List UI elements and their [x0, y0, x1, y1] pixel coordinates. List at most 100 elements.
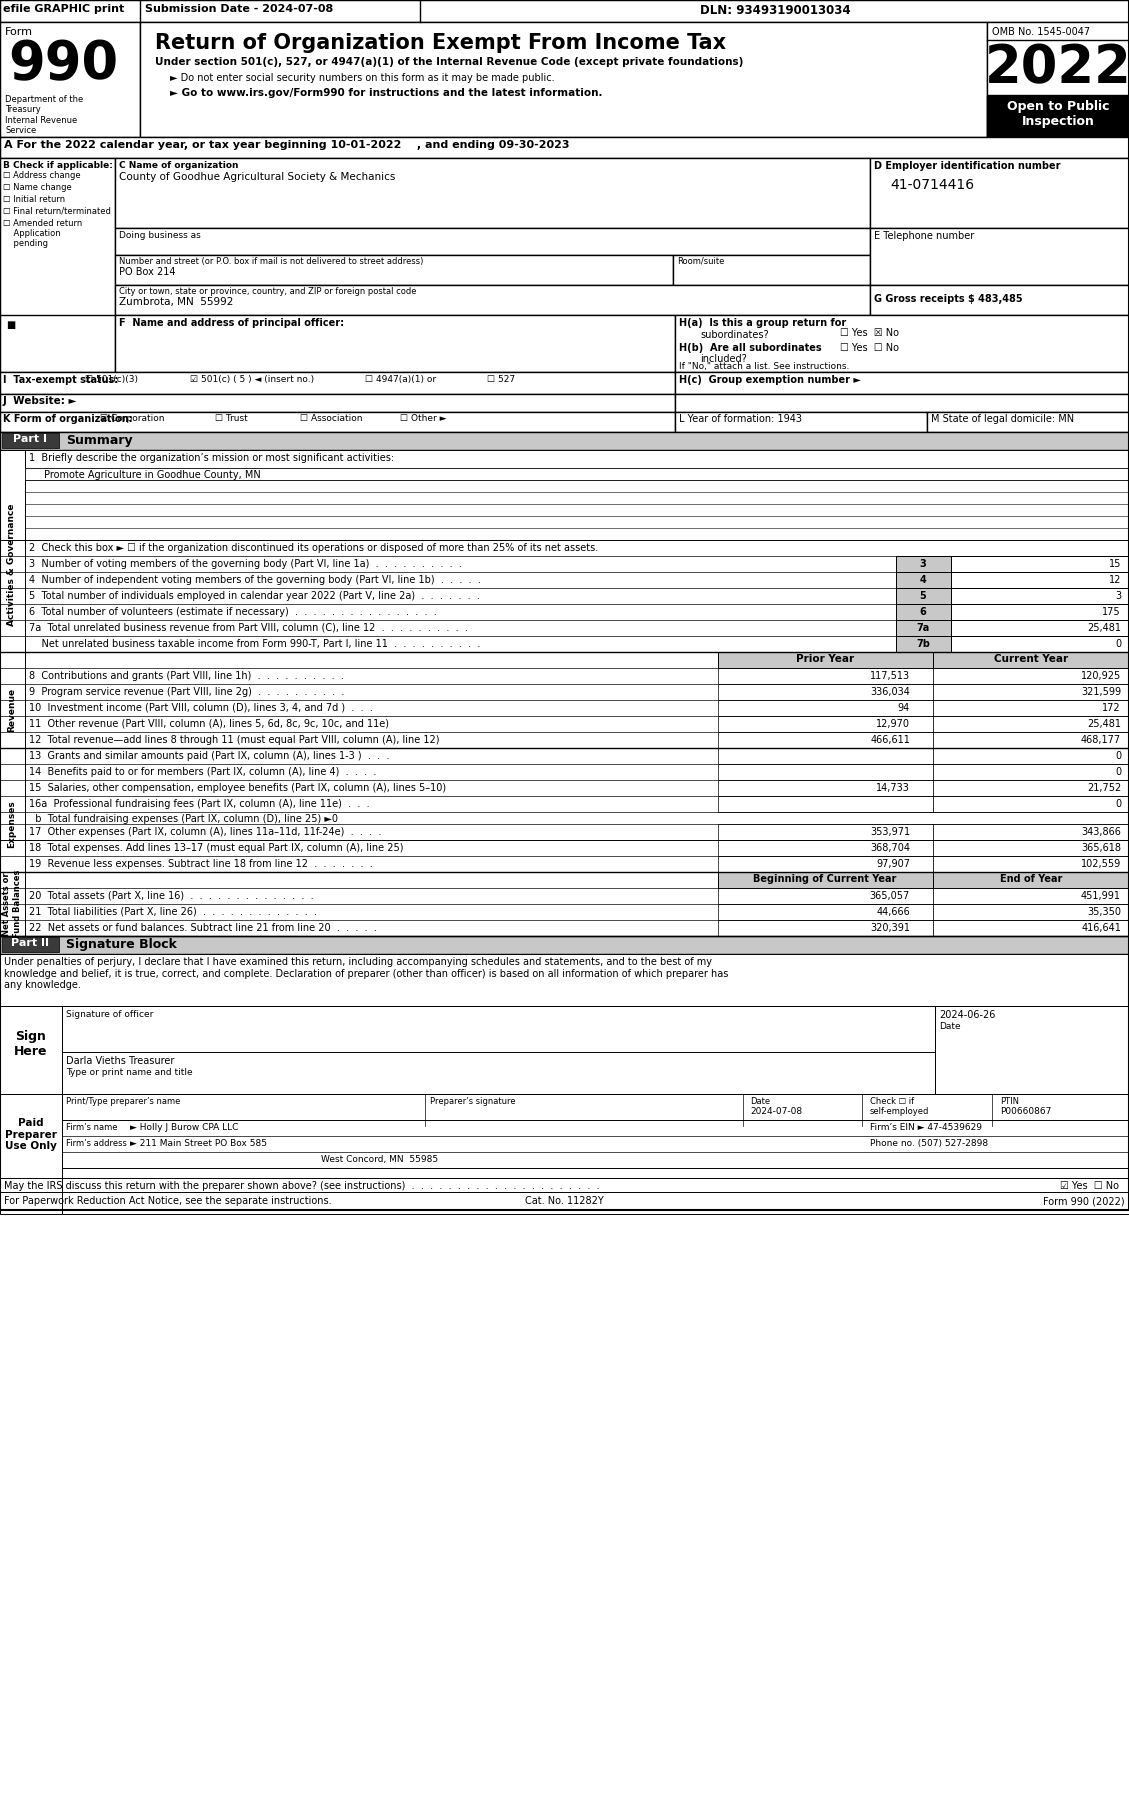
Text: Cat. No. 11282Y: Cat. No. 11282Y	[525, 1195, 603, 1206]
Text: 44,666: 44,666	[876, 907, 910, 918]
Bar	[896, 588, 951, 604]
Text: ☐ Trust: ☐ Trust	[215, 414, 247, 423]
Text: 172: 172	[1102, 704, 1121, 713]
Text: 368,704: 368,704	[870, 844, 910, 853]
Text: B Check if applicable:: B Check if applicable:	[3, 161, 113, 171]
Text: L Year of formation: 1943: L Year of formation: 1943	[679, 414, 802, 424]
Bar	[718, 903, 933, 920]
Text: End of Year: End of Year	[1000, 874, 1062, 883]
Text: ☑ Corporation: ☑ Corporation	[100, 414, 165, 423]
Text: May the IRS discuss this return with the preparer shown above? (see instructions: May the IRS discuss this return with the…	[5, 1181, 599, 1192]
Text: 6  Total number of volunteers (estimate if necessary)  .  .  .  .  .  .  .  .  .: 6 Total number of volunteers (estimate i…	[29, 608, 437, 617]
Text: 12  Total revenue—add lines 8 through 11 (must equal Part VIII, column (A), line: 12 Total revenue—add lines 8 through 11 …	[29, 735, 439, 746]
Bar	[718, 764, 933, 780]
Bar	[718, 747, 933, 764]
Bar	[0, 0, 1129, 1210]
Text: 6: 6	[920, 608, 927, 617]
Text: Net Assets or
Fund Balances: Net Assets or Fund Balances	[2, 869, 21, 938]
Text: 41-0714416: 41-0714416	[890, 178, 974, 192]
Text: Zumbrota, MN  55992: Zumbrota, MN 55992	[119, 297, 234, 307]
Text: 336,034: 336,034	[870, 688, 910, 697]
Bar	[718, 668, 933, 684]
Text: Department of the
Treasury
Internal Revenue
Service: Department of the Treasury Internal Reve…	[5, 94, 84, 136]
Bar	[935, 1007, 1129, 1094]
Text: 22  Net assets or fund balances. Subtract line 21 from line 20  .  .  .  .  .: 22 Net assets or fund balances. Subtract…	[29, 923, 377, 932]
Bar	[675, 316, 1129, 372]
Text: ☐ Amended return: ☐ Amended return	[3, 219, 82, 229]
Text: 12,970: 12,970	[876, 718, 910, 729]
Text: Promote Agriculture in Goodhue County, MN: Promote Agriculture in Goodhue County, M…	[44, 470, 261, 481]
Text: 12: 12	[1109, 575, 1121, 584]
Text: ► 211 Main Street PO Box 585: ► 211 Main Street PO Box 585	[130, 1139, 266, 1148]
Text: 320,391: 320,391	[870, 923, 910, 932]
Bar	[933, 684, 1129, 700]
Bar	[933, 700, 1129, 717]
Bar	[0, 432, 1129, 450]
Text: 5  Total number of individuals employed in calendar year 2022 (Part V, line 2a) : 5 Total number of individuals employed i…	[29, 591, 480, 600]
Text: 102,559: 102,559	[1080, 860, 1121, 869]
Bar	[933, 903, 1129, 920]
Text: 365,618: 365,618	[1080, 844, 1121, 853]
Text: 9  Program service revenue (Part VIII, line 2g)  .  .  .  .  .  .  .  .  .  .: 9 Program service revenue (Part VIII, li…	[29, 688, 344, 697]
Text: ☐ 501(c)(3): ☐ 501(c)(3)	[85, 375, 138, 385]
Bar	[718, 717, 933, 733]
Bar	[933, 889, 1129, 903]
Text: Form: Form	[5, 27, 33, 36]
Bar	[0, 1094, 62, 1214]
Text: 3: 3	[920, 559, 927, 570]
Text: Submission Date - 2024-07-08: Submission Date - 2024-07-08	[145, 4, 333, 15]
Text: 94: 94	[898, 704, 910, 713]
Text: City or town, state or province, country, and ZIP or foreign postal code: City or town, state or province, country…	[119, 287, 417, 296]
Bar	[0, 22, 140, 138]
Text: 468,177: 468,177	[1080, 735, 1121, 746]
Bar	[933, 668, 1129, 684]
Text: ► Go to www.irs.gov/Form990 for instructions and the latest information.: ► Go to www.irs.gov/Form990 for instruct…	[170, 89, 603, 98]
Bar	[718, 684, 933, 700]
Text: West Concord, MN  55985: West Concord, MN 55985	[322, 1156, 438, 1165]
Bar	[896, 557, 951, 571]
Bar	[115, 158, 870, 229]
Bar	[933, 717, 1129, 733]
Text: 11  Other revenue (Part VIII, column (A), lines 5, 6d, 8c, 9c, 10c, and 11e): 11 Other revenue (Part VIII, column (A),…	[29, 718, 390, 729]
Text: G Gross receipts $ 483,485: G Gross receipts $ 483,485	[874, 294, 1023, 305]
Text: 416,641: 416,641	[1082, 923, 1121, 932]
Text: For Paperwork Reduction Act Notice, see the separate instructions.: For Paperwork Reduction Act Notice, see …	[5, 1195, 332, 1206]
Bar	[987, 22, 1129, 138]
Text: County of Goodhue Agricultural Society & Mechanics: County of Goodhue Agricultural Society &…	[119, 172, 395, 181]
Text: ☐ Other ►: ☐ Other ►	[400, 414, 446, 423]
Text: Return of Organization Exempt From Income Tax: Return of Organization Exempt From Incom…	[155, 33, 726, 53]
Text: M State of legal domicile: MN: M State of legal domicile: MN	[931, 414, 1074, 424]
Bar	[933, 733, 1129, 747]
Text: Firm’s address: Firm’s address	[65, 1139, 126, 1148]
Bar	[718, 824, 933, 840]
Text: ☐ Name change: ☐ Name change	[3, 183, 72, 192]
Text: Part II: Part II	[11, 938, 49, 949]
Text: 8  Contributions and grants (Part VIII, line 1h)  .  .  .  .  .  .  .  .  .  .: 8 Contributions and grants (Part VIII, l…	[29, 671, 344, 680]
Text: H(a)  Is this a group return for: H(a) Is this a group return for	[679, 317, 847, 328]
Text: 120,925: 120,925	[1080, 671, 1121, 680]
Text: 5: 5	[920, 591, 927, 600]
Text: Date: Date	[939, 1021, 961, 1030]
Bar	[0, 747, 25, 900]
Text: 451,991: 451,991	[1080, 891, 1121, 902]
Text: Summary: Summary	[65, 434, 132, 446]
Text: 0: 0	[1114, 639, 1121, 649]
Bar	[0, 651, 25, 767]
Bar	[933, 796, 1129, 813]
Text: Net unrelated business taxable income from Form 990-T, Part I, line 11  .  .  . : Net unrelated business taxable income fr…	[29, 639, 480, 649]
Text: Sign
Here: Sign Here	[15, 1030, 47, 1058]
Bar	[896, 571, 951, 588]
Text: Firm’s EIN ► 47-4539629: Firm’s EIN ► 47-4539629	[870, 1123, 982, 1132]
Bar	[718, 651, 933, 668]
Text: 0: 0	[1114, 798, 1121, 809]
Text: D Employer identification number: D Employer identification number	[874, 161, 1060, 171]
Bar	[718, 796, 933, 813]
Bar	[0, 873, 25, 936]
Text: ☐ Initial return: ☐ Initial return	[3, 194, 65, 203]
Bar	[951, 588, 1129, 604]
Text: Check ☐ if
self-employed: Check ☐ if self-employed	[870, 1097, 929, 1116]
Bar	[870, 158, 1129, 229]
Bar	[951, 637, 1129, 651]
Text: 353,971: 353,971	[869, 827, 910, 836]
Text: ☐ 527: ☐ 527	[487, 375, 515, 385]
